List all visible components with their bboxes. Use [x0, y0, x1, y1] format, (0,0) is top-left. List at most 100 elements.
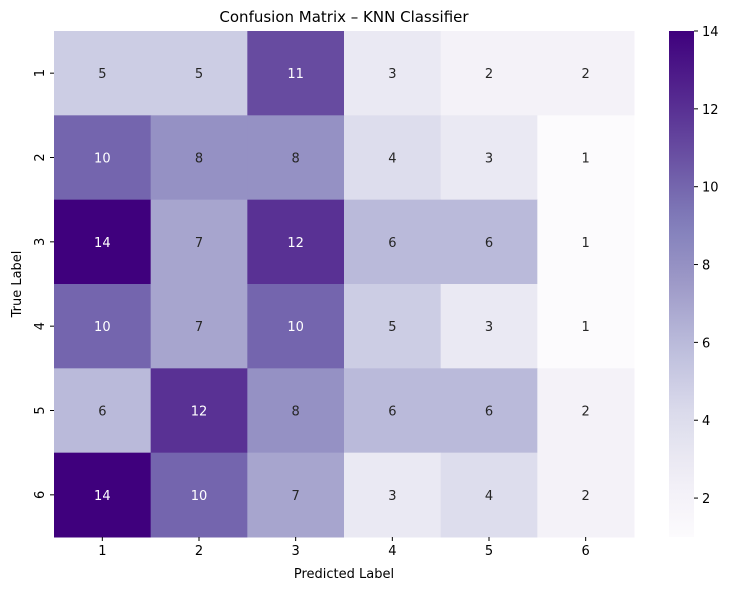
heatmap-cell: [537, 368, 635, 454]
cell-value-label: 10: [191, 489, 208, 504]
heatmap-cell: [54, 199, 152, 285]
heatmap-cells: 5 5 11 3 2 210 8 8 4 3 114 7 12 6 6 110 7 10 5 3 16 12 8 6 6 214 1…: [54, 31, 635, 538]
cell-value-label: 3: [485, 320, 493, 335]
colorbar-tick-label: 12: [702, 103, 719, 118]
cell-value-label: 5: [388, 320, 396, 335]
heatmap-cell: [344, 199, 442, 285]
heatmap-cell: [247, 452, 345, 538]
y-tick-label: 6: [33, 491, 48, 499]
heatmap-cell: [440, 199, 538, 285]
cell-value-label: 14: [94, 489, 111, 504]
colorbar-gradient: [669, 31, 694, 537]
y-tick-label: 3: [33, 238, 48, 246]
heatmap-cell: [344, 284, 442, 369]
cell-value-label: 4: [388, 152, 396, 167]
heatmap-cell: [440, 284, 538, 369]
colorbar-tick-label: 4: [702, 414, 710, 429]
cell-value-label: 5: [98, 67, 106, 82]
heatmap-cell: [150, 368, 248, 454]
cell-value-label: 1: [582, 320, 590, 335]
cell-value-label: 3: [485, 152, 493, 167]
heatmap-cell: [537, 115, 635, 201]
heatmap-cell: [150, 199, 248, 285]
x-tick-label: 4: [388, 544, 396, 559]
heatmap-cell: [54, 452, 152, 538]
heatmap-cell: [344, 452, 442, 538]
colorbar-tick-label: 6: [702, 336, 710, 351]
cell-value-label: 6: [388, 236, 396, 251]
x-axis-title: Predicted Label: [294, 567, 394, 582]
heatmap-cell: [54, 115, 152, 201]
cell-value-label: 7: [292, 489, 300, 504]
heatmap-cell: [344, 368, 442, 454]
cell-value-label: 6: [388, 405, 396, 420]
heatmap-cell: [537, 199, 635, 285]
cell-value-label: 7: [195, 236, 203, 251]
y-tick-label: 2: [33, 153, 48, 161]
cell-value-label: 8: [292, 405, 300, 420]
heatmap-cell: [440, 368, 538, 454]
cell-value-label: 2: [582, 405, 590, 420]
heatmap-cell: [150, 452, 248, 538]
heatmap-cell: [150, 115, 248, 201]
cell-value-label: 10: [287, 320, 304, 335]
cell-value-label: 3: [388, 489, 396, 504]
heatmap-cell: [537, 452, 635, 538]
heatmap-cell: [150, 284, 248, 369]
cell-value-label: 1: [582, 152, 590, 167]
heatmap-cell: [247, 199, 345, 285]
x-tick-label: 5: [485, 544, 493, 559]
cell-value-label: 12: [287, 236, 304, 251]
cell-value-label: 8: [292, 152, 300, 167]
y-tick-label: 1: [33, 69, 48, 77]
cell-value-label: 7: [195, 320, 203, 335]
y-tick-label: 4: [33, 322, 48, 330]
x-tick-label: 1: [98, 544, 106, 559]
x-tick-label: 2: [195, 544, 203, 559]
heatmap-cell: [247, 31, 345, 116]
heatmap-cell: [247, 284, 345, 369]
x-tick-label: 6: [582, 544, 590, 559]
heatmap-cell: [247, 115, 345, 201]
y-tick-label: 5: [33, 406, 48, 414]
x-axis: 1 2 3 4 5 6: [98, 537, 590, 559]
heatmap-cell: [54, 31, 152, 116]
heatmap-cell: [440, 115, 538, 201]
cell-value-label: 2: [582, 67, 590, 82]
cell-value-label: 2: [582, 489, 590, 504]
heatmap-cell: [537, 284, 635, 369]
cell-value-label: 12: [191, 405, 208, 420]
cell-value-label: 1: [582, 236, 590, 251]
colorbar-tick-label: 10: [702, 181, 719, 196]
heatmap-cell: [54, 284, 152, 369]
cell-value-label: 2: [485, 67, 493, 82]
y-axis: 1 2 3 4 5 6: [33, 69, 54, 499]
cell-value-label: 8: [195, 152, 203, 167]
colorbar-tick-label: 2: [702, 492, 710, 507]
colorbar: 2 4 6 8 10 12 14: [669, 25, 719, 537]
colorbar-tick-label: 8: [702, 259, 710, 274]
cell-value-label: 6: [485, 236, 493, 251]
cell-value-label: 5: [195, 67, 203, 82]
heatmap-cell: [150, 31, 248, 116]
cell-value-label: 10: [94, 320, 111, 335]
heatmap-cell: [344, 115, 442, 201]
cell-value-label: 3: [388, 67, 396, 82]
heatmap-cell: [537, 31, 635, 116]
heatmap-cell: [54, 368, 152, 454]
cell-value-label: 10: [94, 152, 111, 167]
colorbar-tick-label: 14: [702, 25, 719, 40]
cell-value-label: 14: [94, 236, 111, 251]
heatmap-cell: [440, 31, 538, 116]
heatmap-cell: [344, 31, 442, 116]
cell-value-label: 11: [287, 67, 304, 82]
cell-value-label: 6: [485, 405, 493, 420]
cell-value-label: 6: [98, 405, 106, 420]
heatmap-cell: [440, 452, 538, 538]
x-tick-label: 3: [292, 544, 300, 559]
chart-title: Confusion Matrix – KNN Classifier: [219, 8, 469, 26]
y-axis-title: True Label: [10, 251, 25, 319]
cell-value-label: 4: [485, 489, 493, 504]
heatmap-cell: [247, 368, 345, 454]
